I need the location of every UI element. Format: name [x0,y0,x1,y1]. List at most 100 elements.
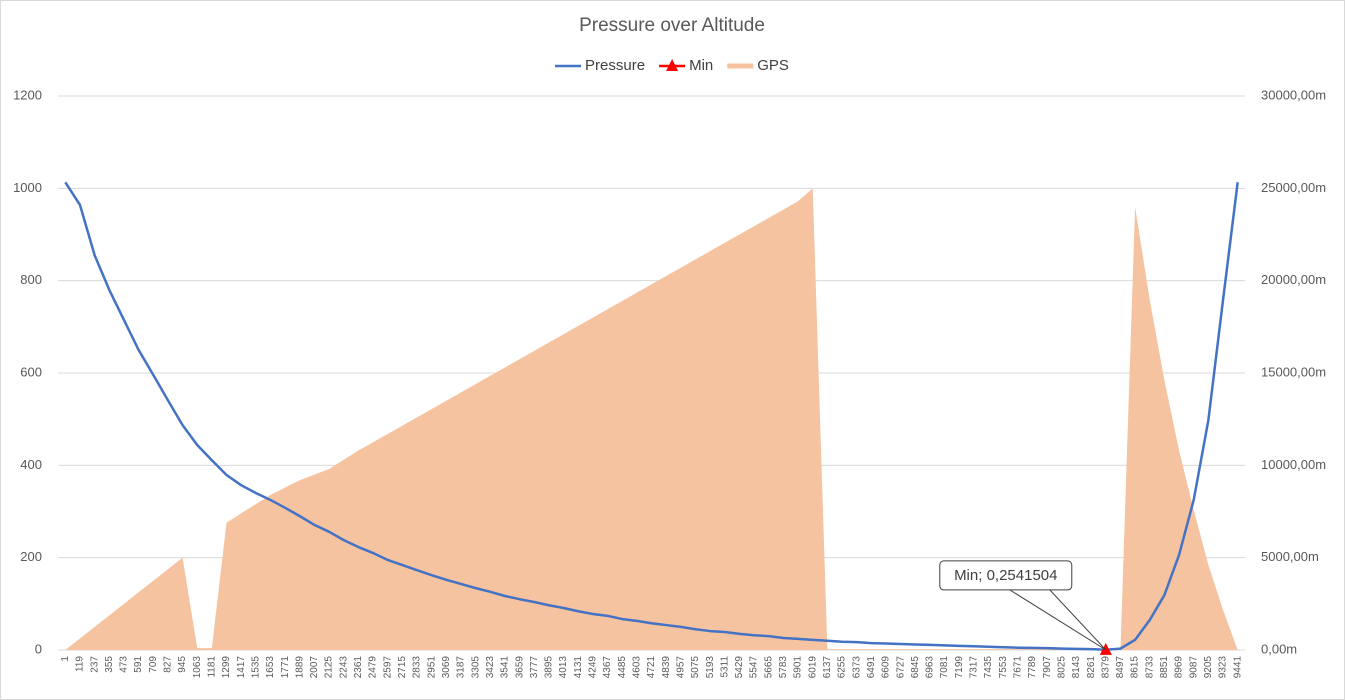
x-tick-label: 4839 [661,656,672,679]
x-tick-label: 3069 [441,656,452,679]
gps-area [65,188,1238,651]
x-tick-label: 5783 [778,656,789,679]
min-label: Min; 0,2541504 [954,567,1057,584]
y2-tick-label: 20000,00m [1261,272,1326,287]
x-tick-label: 4485 [617,656,628,679]
chart-title: Pressure over Altitude [579,15,765,36]
x-tick-label: 2833 [412,656,423,679]
x-tick-label: 4603 [631,656,642,679]
legend-label: GPS [757,57,789,74]
x-tick-label: 3777 [529,656,540,679]
x-tick-label: 1535 [250,656,261,679]
x-tick-label: 1 [60,656,71,662]
x-tick-label: 9441 [1232,656,1243,679]
y2-tick-label: 30000,00m [1261,87,1326,102]
x-tick-label: 8969 [1174,656,1185,679]
x-tick-label: 7435 [983,656,994,679]
x-tick-label: 8261 [1086,656,1097,679]
x-tick-label: 827 [163,656,174,673]
x-tick-label: 4249 [588,656,599,679]
x-tick-label: 6963 [925,656,936,679]
x-tick-label: 5193 [705,656,716,679]
x-tick-label: 237 [89,656,100,673]
x-tick-label: 4721 [646,656,657,679]
x-tick-label: 6491 [866,656,877,679]
y-tick-label: 1200 [13,87,42,102]
x-tick-label: 9087 [1188,656,1199,679]
x-tick-label: 2715 [397,656,408,679]
callout-box [939,560,1073,591]
x-tick-label: 3659 [514,656,525,679]
x-tick-label: 2007 [309,656,320,679]
x-tick-label: 5075 [690,656,701,679]
x-tick-label: 473 [119,656,130,673]
y2-tick-label: 10000,00m [1261,457,1326,472]
pressure-line [64,181,1239,652]
y-tick-label: 0 [35,641,42,656]
y-tick-label: 800 [20,272,42,287]
x-tick-label: 1771 [280,656,291,679]
x-tick-label: 119 [75,656,86,672]
x-tick-label: 9323 [1218,656,1229,679]
x-tick-label: 6727 [895,656,906,679]
x-tick-label: 1417 [236,656,247,679]
legend-label: Min [689,57,713,74]
x-tick-label: 8025 [1056,656,1067,679]
x-tick-label: 3305 [470,656,481,679]
x-tick-label: 1299 [221,656,232,679]
x-tick-label: 6255 [837,656,848,679]
x-tick-label: 5547 [749,656,760,679]
x-tick-label: 8143 [1071,656,1082,679]
x-tick-label: 3423 [485,656,496,679]
x-tick-label: 2597 [382,656,393,679]
x-tick-label: 7671 [1012,656,1023,679]
y2-tick-label: 0,00m [1261,641,1297,656]
x-tick-label: 945 [177,656,188,673]
x-tick-label: 8733 [1144,656,1155,679]
x-tick-label: 5429 [734,656,745,679]
x-tick-label: 8851 [1159,656,1170,679]
x-tick-label: 2479 [368,656,379,679]
y2-tick-label: 5000,00m [1261,549,1319,564]
y2-tick-label: 25000,00m [1261,180,1326,195]
x-tick-label: 591 [133,656,144,673]
y-tick-label: 400 [20,457,42,472]
x-tick-label: 3541 [500,656,511,679]
x-tick-label: 2125 [324,656,335,679]
x-tick-label: 7789 [1027,656,1038,679]
legend-marker [666,59,679,71]
x-tick-label: 5311 [719,656,730,678]
x-tick-label: 7553 [998,656,1009,679]
x-tick-label: 7907 [1042,656,1053,679]
x-tick-label: 1181 [207,656,218,678]
x-tick-label: 8497 [1115,656,1126,679]
legend-label: Pressure [585,57,645,74]
x-tick-label: 3895 [544,656,555,679]
x-tick-label: 4957 [675,656,686,679]
x-tick-label: 1653 [265,656,276,679]
x-tick-label: 9205 [1203,656,1214,679]
legend: Pressure Min GPS [555,57,789,74]
x-tick-label: 5901 [793,656,804,679]
y-tick-label: 1000 [13,180,42,195]
x-tick-label: 6373 [851,656,862,679]
x-tick-label: 4367 [602,656,613,679]
x-tick-label: 709 [148,656,159,673]
y2-tick-label: 15000,00m [1261,364,1326,379]
x-tick-label: 1889 [294,656,305,679]
x-tick-label: 8379 [1100,656,1111,679]
x-tick-label: 2361 [353,656,364,679]
x-tick-label: 2951 [426,656,437,679]
x-tick-label: 355 [104,656,115,673]
y-tick-label: 200 [20,549,42,564]
x-tick-label: 3187 [456,656,467,679]
x-tick-label: 6609 [881,656,892,679]
x-tick-label: 1063 [192,656,203,679]
x-tick-label: 7081 [939,656,950,679]
callout-leader [1009,589,1107,651]
x-tick-label: 5665 [763,656,774,679]
x-tick-label: 7317 [969,656,980,679]
x-tick-label: 4013 [558,656,569,679]
x-tick-label: 6845 [910,656,921,679]
